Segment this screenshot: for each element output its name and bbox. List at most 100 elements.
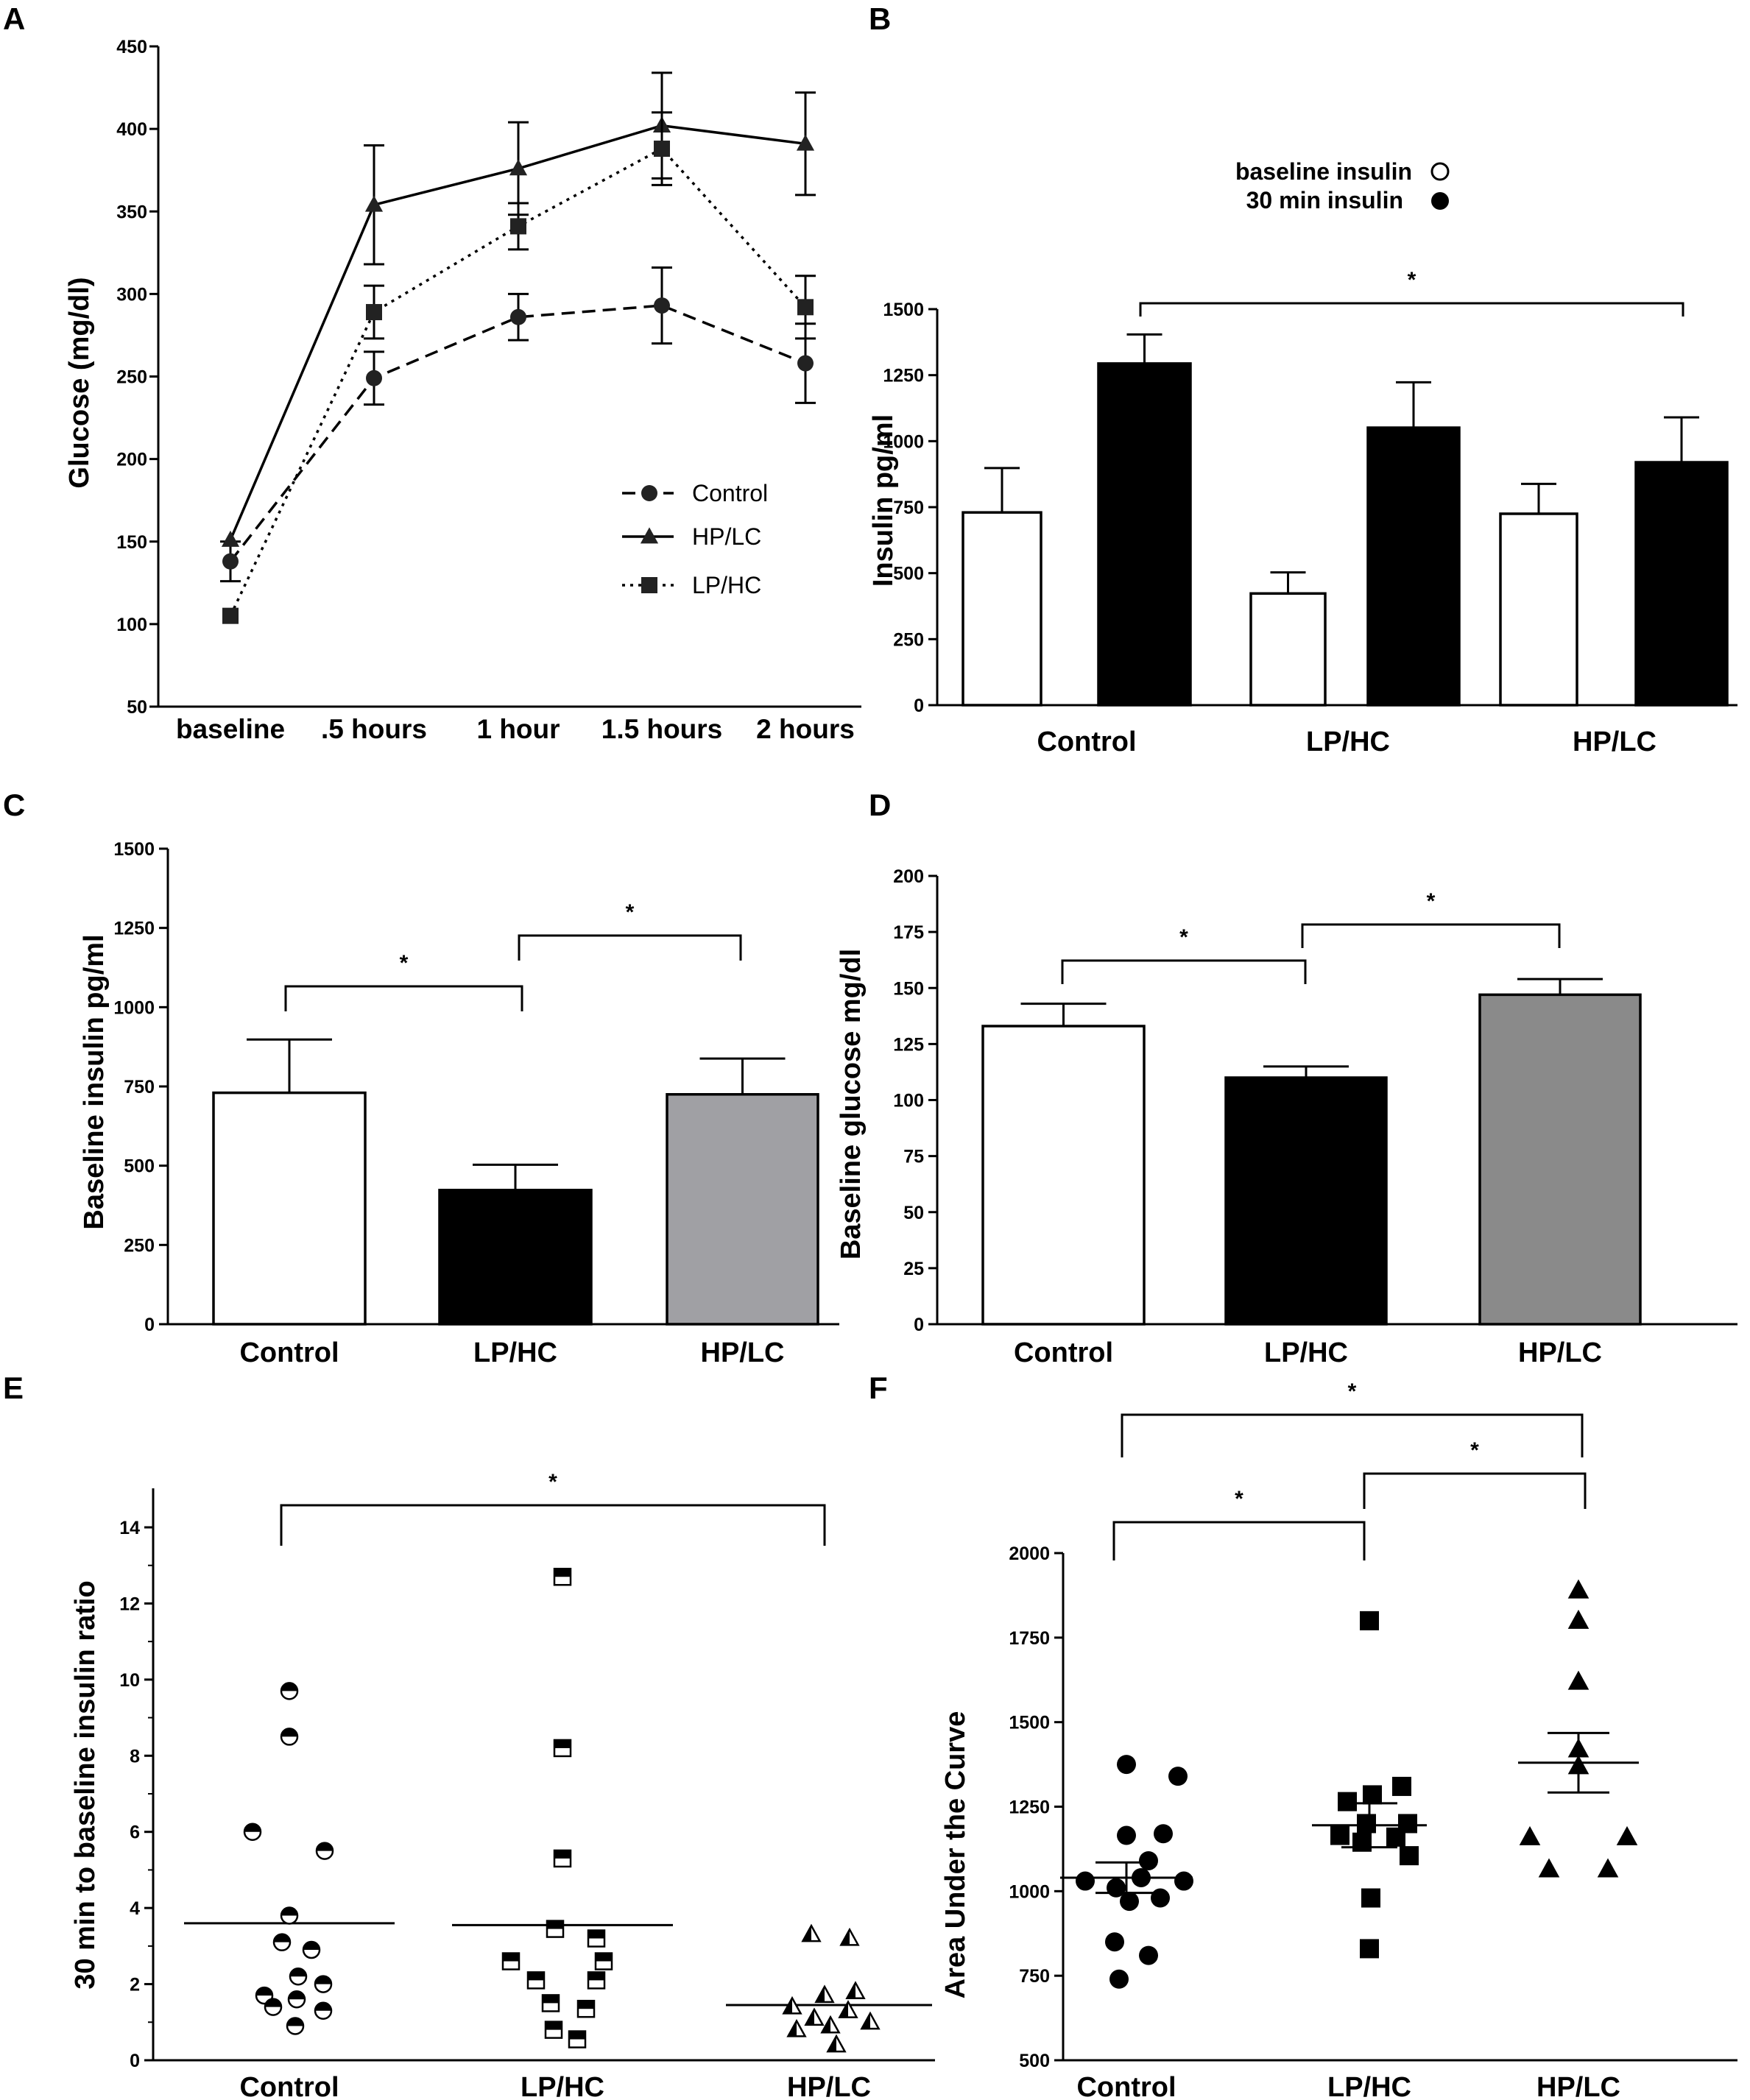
A-LP/HC-point: [366, 304, 382, 321]
A-Control-point: [222, 553, 239, 570]
E-Control-point-fill: [315, 1976, 331, 1984]
panel-a-line-chart: A Glucose (mg/dl) 50 100 150 200 250 300 350 40…: [3, 1, 861, 744]
E-LP/HC-point-fill: [596, 1953, 612, 1962]
E-LP/HC-point: [594, 1952, 613, 1970]
E-Control-point-fill: [281, 1683, 297, 1691]
B-30min-insulin-bar: [1634, 461, 1729, 707]
E-LP/HC-point-fill: [554, 1569, 571, 1577]
E-Control-point-fill: [289, 1991, 305, 2000]
F-LP/HC-point: [1330, 1825, 1349, 1845]
F-bracket-lphc-hplc-star: *: [1470, 1438, 1479, 1463]
A-legend-HP/LC-label: HP/LC: [692, 523, 761, 550]
F-x-tick-label: Control: [1076, 2072, 1176, 2100]
E-y-tick-label: 0: [130, 2051, 140, 2071]
B-x-tick-label: Control: [1037, 726, 1136, 757]
A-x-tick-label: 1.5 hours: [601, 714, 723, 744]
A-HP/LC-point: [796, 134, 815, 151]
E-HP/LC-point: [820, 2015, 841, 2034]
E-Control-point: [280, 1682, 299, 1700]
F-bracket-control-lphc-star: *: [1235, 1487, 1243, 1511]
E-Control-point-fill: [244, 1823, 261, 1832]
C-bracket-control-lphc-star: *: [400, 951, 409, 975]
B-30min-insulin-bar: [1366, 426, 1461, 707]
E-HP/LC-point: [786, 2018, 807, 2037]
F-Control-point: [1117, 1755, 1136, 1775]
A-HP/LC-point: [221, 530, 240, 547]
C-y-tick-label: 0: [144, 1315, 155, 1335]
F-Control-point: [1105, 1932, 1124, 1952]
panel-b-legend-30min-label: 30 min insulin: [1246, 187, 1403, 213]
E-LP/HC-point-fill: [547, 1920, 563, 1929]
F-x-tick-label: LP/HC: [1327, 2072, 1411, 2100]
F-Control-point: [1076, 1871, 1095, 1891]
B-y-tick-label: 1500: [883, 300, 924, 320]
B-significance-bracket-star: *: [1408, 268, 1416, 292]
panel-c-y-axis-label: Baseline insulin pg/ml: [79, 934, 110, 1229]
A-y-tick-label: 300: [116, 284, 147, 305]
A-y-tick-label: 450: [116, 37, 147, 57]
E-Control-point-fill: [287, 2018, 303, 2026]
E-HP/LC-point-fill: [783, 1998, 792, 2014]
E-Control-point-fill: [290, 1968, 306, 1977]
D-x-tick-label: Control: [1014, 1337, 1113, 1368]
F-LP/HC-point: [1338, 1792, 1357, 1811]
E-Control-point-fill: [256, 1987, 272, 1996]
panel-f-scatter-chart: F Area Under the Curve 500 750 1000 1250 150…: [869, 1371, 1737, 2100]
panel-b-legend-open-circle-icon: [1430, 162, 1450, 181]
panel-f-letter: F: [869, 1371, 888, 1405]
F-y-tick-label: 1250: [1009, 1797, 1050, 1818]
E-LP/HC-point-fill: [503, 1953, 519, 1962]
E-HP/LC-point: [839, 1927, 860, 1946]
E-y-tick-label: 14: [119, 1518, 140, 1538]
E-HP/LC-point-fill: [828, 2036, 836, 2052]
E-HP/LC-point: [860, 2011, 881, 2030]
E-Control-point: [302, 1940, 321, 1959]
F-LP/HC-point: [1386, 1827, 1405, 1847]
E-y-tick-label: 12: [119, 1594, 140, 1614]
D-bar-1: [1224, 1076, 1388, 1326]
E-LP/HC-point-fill: [543, 1995, 559, 2004]
F-HP/LC-point: [1567, 1670, 1590, 1690]
B-baseline-insulin-bar: [962, 511, 1042, 707]
E-LP/HC-point: [501, 1952, 521, 1970]
F-Control-point: [1154, 1824, 1173, 1844]
F-Control-point: [1151, 1888, 1170, 1908]
F-bracket-control-lphc: [1112, 1521, 1366, 1560]
C-x-tick-label: Control: [239, 1337, 339, 1368]
E-Control-point: [315, 1842, 334, 1860]
E-LP/HC-point: [568, 2030, 587, 2048]
E-y-tick-label: 6: [130, 1823, 140, 1843]
E-HP/LC-point-fill: [816, 1986, 825, 2002]
panel-a-y-axis-label: Glucose (mg/dl): [64, 277, 95, 488]
E-LP/HC-point-fill: [546, 2021, 562, 2030]
E-Control-point: [314, 2001, 333, 2021]
E-HP/LC-point-fill: [861, 2013, 870, 2029]
E-HP/LC-point: [804, 2007, 825, 2026]
A-x-tick-label: 2 hours: [756, 714, 855, 744]
E-LP/HC-point: [553, 1849, 572, 1868]
A-Control-point: [510, 308, 526, 325]
A-x-tick-label: 1 hour: [476, 714, 560, 744]
panel-e-y-axis-label: 30 min to baseline insulin ratio: [70, 1580, 101, 1989]
D-y-tick-label: 200: [893, 866, 924, 887]
F-LP/HC-point: [1361, 1888, 1380, 1908]
D-y-tick-label: 50: [903, 1203, 924, 1223]
A-y-tick-label: 150: [116, 532, 147, 553]
F-y-tick-label: 2000: [1009, 1544, 1050, 1564]
E-Control-point: [287, 1990, 306, 2009]
panel-c-letter: C: [3, 788, 25, 822]
E-HP/LC-point-fill: [805, 2009, 814, 2025]
E-x-tick-label: LP/HC: [521, 2072, 604, 2100]
A-legend-Control-label: Control: [692, 480, 768, 506]
E-LP/HC-point-fill: [554, 1850, 571, 1859]
A-LP/HC-point: [222, 607, 239, 624]
B-y-tick-label: 0: [914, 696, 924, 716]
F-LP/HC-point: [1360, 1939, 1379, 1959]
B-y-tick-label: 250: [893, 629, 924, 650]
A-series-Control-line: [229, 304, 806, 562]
panel-e-letter: E: [3, 1371, 24, 1405]
E-y-tick-label: 10: [119, 1670, 140, 1691]
B-baseline-insulin-bar: [1249, 592, 1327, 707]
E-HP/LC-point: [845, 1981, 866, 1999]
E-Control-point: [280, 1728, 299, 1746]
